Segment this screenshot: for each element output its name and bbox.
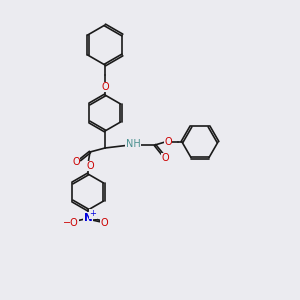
Text: O: O [164, 137, 172, 147]
Text: +: + [90, 209, 96, 218]
Text: O: O [101, 82, 109, 92]
Text: O: O [161, 153, 169, 163]
Text: O: O [100, 218, 108, 228]
Text: NH: NH [126, 139, 140, 149]
Text: O: O [86, 161, 94, 171]
Text: −O: −O [63, 218, 79, 228]
Text: N: N [84, 213, 92, 223]
Text: O: O [72, 157, 80, 167]
